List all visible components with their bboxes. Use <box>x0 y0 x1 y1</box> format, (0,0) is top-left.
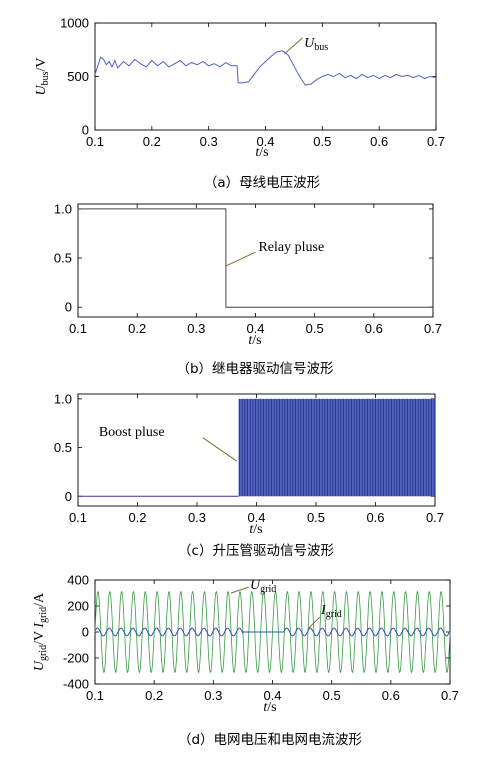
panel-caption: （a）母线电压波形 <box>204 175 321 191</box>
x-tick-label: 0.5 <box>306 321 324 336</box>
annotation-igrid: Igrid <box>320 603 342 620</box>
annotation-sub: grid <box>326 609 342 620</box>
annotation-var: I <box>320 603 327 618</box>
annotation-sub: grid <box>260 584 276 595</box>
panel-caption: （c）升压管驱动信号波形 <box>178 543 334 559</box>
x-axis-label-var: t <box>249 522 254 537</box>
x-tick-label: 0.3 <box>200 134 218 149</box>
x-tick-label: 0.1 <box>86 134 104 149</box>
x-axis-label-unit: /s <box>253 522 262 537</box>
annotation-leader <box>202 437 238 462</box>
y-tick-label: 1.0 <box>54 391 72 406</box>
x-axis-label-unit: /s <box>259 145 268 160</box>
series-line <box>78 208 433 308</box>
x-tick-label: 0.2 <box>143 134 161 149</box>
x-tick-label: 0.3 <box>204 688 222 703</box>
annotation-leader <box>225 251 256 267</box>
x-tick-label: 0.7 <box>441 688 459 703</box>
x-axis-label: t/s <box>248 333 261 348</box>
annotation-var: U <box>304 36 315 51</box>
x-tick-label: 0.4 <box>256 134 274 149</box>
y-tick-label: 500 <box>67 69 89 84</box>
x-tick-label: 0.2 <box>128 321 146 336</box>
x-tick-label: 0.5 <box>313 134 331 149</box>
y-tick-label: 1.0 <box>54 201 72 216</box>
series-line <box>94 50 437 86</box>
y-tick-label: 0 <box>65 489 72 504</box>
x-tick-label: 0.5 <box>307 510 325 525</box>
panel-b: 0.1 0.2 0.3 0.4 0.5 0.6 0.7 0 0.5 1.0 t/s （b）继电器驱动信… <box>54 201 442 377</box>
y-tick-label: 0.5 <box>54 251 72 266</box>
x-tick-label: 0.6 <box>382 688 400 703</box>
x-tick-label: 0.4 <box>247 510 265 525</box>
panel-caption: （d）电网电压和电网电流波形 <box>178 732 363 748</box>
y-axis-label-sub: bus <box>40 71 51 85</box>
x-tick-label: 0.3 <box>188 510 206 525</box>
panel-caption: （b）继电器驱动信号波形 <box>176 361 334 377</box>
y-axis-label-unit: /V <box>34 57 49 71</box>
annotation-boost: Boost pluse <box>99 425 165 440</box>
y-axis-label-sub2: grid <box>38 607 49 623</box>
y-axis-label-var: U <box>34 85 49 96</box>
y-axis-label-var2: I <box>32 622 47 629</box>
x-tick-label: 0.6 <box>370 134 388 149</box>
grid-current-line <box>94 627 451 637</box>
x-tick-label: 0.7 <box>424 321 442 336</box>
panel-d: 0.1 0.2 0.3 0.4 0.5 0.6 0.7 -400 -200 0 200 400 t/s （… <box>32 573 459 749</box>
y-axis-label-unit1: /V <box>32 628 47 645</box>
y-axis-label-sub1: grid <box>38 645 49 661</box>
annotation-var: U <box>250 578 261 593</box>
y-tick-label: 200 <box>67 599 89 614</box>
y-axis-label: Ugrid/V Igrid/A <box>32 592 49 671</box>
annotation-relay: Relay pluse <box>258 240 324 255</box>
x-tick-label: 0.1 <box>69 321 87 336</box>
annotation-sub: bus <box>314 42 328 53</box>
annotation-leader-u <box>230 586 249 594</box>
x-tick-label: 0.1 <box>69 510 87 525</box>
y-tick-label: 0.5 <box>54 440 72 455</box>
x-tick-label: 0.7 <box>426 510 444 525</box>
plot-frame <box>94 22 437 131</box>
x-axis-label-var: t <box>263 700 268 715</box>
annotation-leader <box>283 37 303 55</box>
y-tick-label: 1000 <box>60 16 89 31</box>
x-tick-label: 0.6 <box>365 321 383 336</box>
x-axis-label: t/s <box>255 145 268 160</box>
y-axis-label: Ubus/V <box>34 57 51 95</box>
x-tick-label: 0.6 <box>366 510 384 525</box>
annotation-leader-i <box>307 616 321 630</box>
annotation-ugrid: Ugrid <box>250 578 276 595</box>
x-axis-label-unit: /s <box>267 700 276 715</box>
panel-a: 0.1 0.2 0.3 0.4 0.5 0.6 0.7 0 500 1000 t/s （a）母线电压波… <box>34 16 445 192</box>
y-tick-label: 0 <box>82 123 89 138</box>
y-tick-label: -400 <box>63 677 89 692</box>
x-tick-label: 0.2 <box>145 688 163 703</box>
x-axis-label-var: t <box>248 333 253 348</box>
x-axis-label: t/s <box>249 522 262 537</box>
panel-c: 0.1 0.2 0.3 0.4 0.5 0.6 0.7 0 0.5 1.0 t/s （c）升压管驱动信… <box>54 391 444 559</box>
x-axis-label-var: t <box>255 145 260 160</box>
annotation-ubus: Ubus <box>304 36 328 53</box>
x-tick-label: 0.1 <box>86 688 104 703</box>
y-axis-label-unit2: /A <box>32 592 47 607</box>
pwm-block <box>238 398 435 497</box>
x-axis-label: t/s <box>263 700 276 715</box>
y-axis-label-var1: U <box>32 660 47 671</box>
y-tick-label: -200 <box>63 651 89 666</box>
x-tick-label: 0.4 <box>246 321 264 336</box>
y-tick-label: 400 <box>67 573 89 588</box>
x-tick-label: 0.4 <box>263 688 281 703</box>
x-tick-label: 0.7 <box>427 134 445 149</box>
y-tick-label: 0 <box>82 625 89 640</box>
x-tick-label: 0.2 <box>128 510 146 525</box>
x-tick-label: 0.3 <box>187 321 205 336</box>
plot-frame <box>77 203 434 318</box>
x-axis-label-unit: /s <box>252 333 261 348</box>
y-tick-label: 0 <box>65 300 72 315</box>
x-tick-label: 0.5 <box>323 688 341 703</box>
